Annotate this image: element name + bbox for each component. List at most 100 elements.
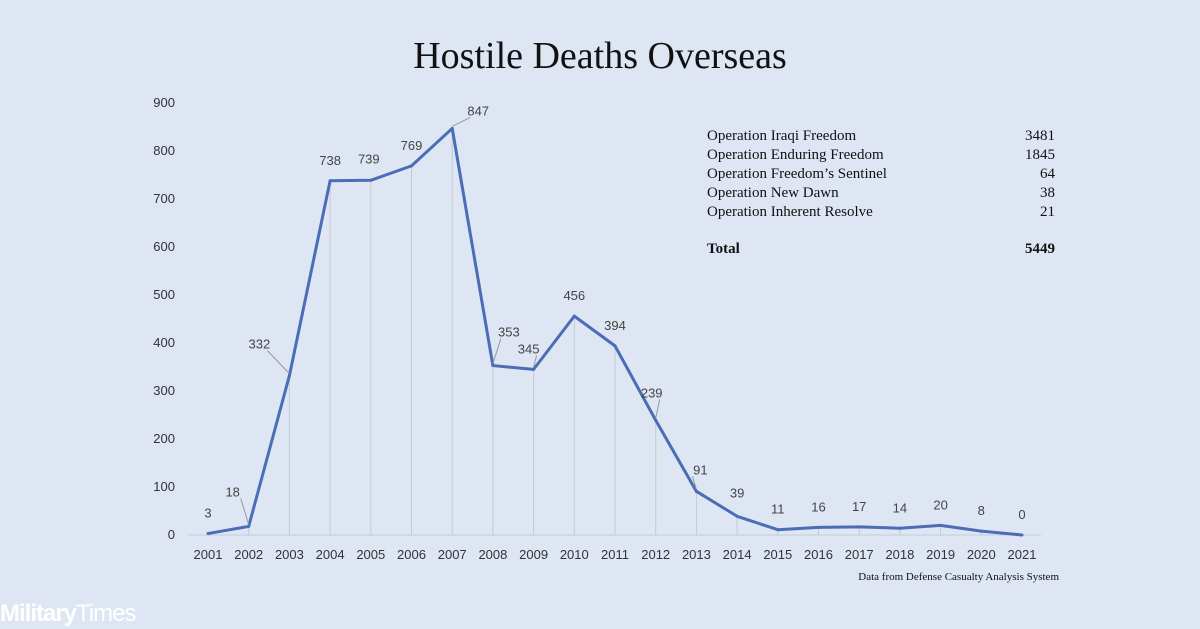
operation-value: 64 [1040, 166, 1055, 182]
data-point [776, 528, 780, 532]
data-label: 456 [563, 288, 585, 303]
y-tick-label: 300 [153, 383, 175, 398]
data-point [532, 367, 536, 371]
data-point [572, 314, 576, 318]
x-tick-label: 2017 [845, 547, 874, 562]
y-tick-label: 900 [153, 95, 175, 110]
data-label: 17 [852, 499, 866, 514]
data-label: 738 [319, 153, 341, 168]
x-tick-label: 2019 [926, 547, 955, 562]
label-leader-line [240, 498, 250, 525]
y-tick-label: 100 [153, 479, 175, 494]
data-point [247, 524, 251, 528]
x-tick-label: 2004 [316, 547, 345, 562]
label-leader-line [691, 476, 697, 490]
data-point [694, 489, 698, 493]
label-leader-line [492, 338, 502, 364]
data-label: 18 [225, 484, 239, 499]
chart-title: Hostile Deaths Overseas [413, 35, 787, 77]
data-point [1020, 533, 1024, 537]
y-tick-label: 500 [153, 287, 175, 302]
data-point [613, 344, 617, 348]
operation-name: Operation Freedom’s Sentinel [707, 166, 887, 182]
operation-value: 38 [1040, 185, 1055, 201]
operation-value: 3481 [1025, 128, 1055, 144]
y-tick-label: 600 [153, 239, 175, 254]
label-leader-line [533, 355, 538, 368]
y-tick-label: 200 [153, 431, 175, 446]
data-label: 739 [358, 151, 380, 166]
x-tick-label: 2011 [601, 547, 629, 562]
x-tick-label: 2009 [519, 547, 548, 562]
label-leader-line [267, 350, 290, 374]
operation-row: Operation Iraqi Freedom 3481 [707, 127, 1055, 146]
operation-name: Operation Iraqi Freedom [707, 128, 857, 144]
data-label: 11 [771, 502, 785, 517]
x-tick-label: 2021 [1008, 547, 1037, 562]
military-times-logo: MilitaryTimes [0, 600, 136, 628]
source-note: Data from Defense Casualty Analysis Syst… [858, 571, 1059, 583]
operation-name: Operation Enduring Freedom [707, 147, 884, 163]
data-label: 14 [893, 500, 907, 515]
operation-row: Operation New Dawn 38 [707, 184, 1055, 203]
data-label: 353 [498, 325, 520, 340]
x-tick-label: 2001 [194, 547, 223, 562]
data-label: 91 [693, 462, 707, 477]
data-label: 769 [401, 138, 423, 153]
x-tick-label: 2020 [967, 547, 996, 562]
data-label: 3 [204, 506, 211, 521]
data-label: 239 [641, 385, 663, 400]
operation-name: Operation New Dawn [707, 185, 839, 201]
x-tick-label: 2008 [478, 547, 507, 562]
label-leader-line [655, 399, 661, 419]
x-tick-label: 2007 [438, 547, 467, 562]
operation-value: 1845 [1025, 147, 1055, 163]
x-tick-label: 2018 [885, 547, 914, 562]
data-point [654, 418, 658, 422]
total-row: Total 5449 [707, 241, 1055, 258]
data-point [410, 164, 413, 168]
data-label: 332 [249, 337, 271, 352]
y-tick-label: 400 [153, 335, 175, 350]
data-point [369, 178, 373, 182]
data-point [450, 126, 454, 130]
x-tick-label: 2012 [641, 547, 670, 562]
data-label: 20 [933, 497, 947, 512]
y-tick-label: 800 [153, 143, 175, 158]
data-point [939, 523, 943, 527]
data-point [491, 364, 495, 368]
total-value: 5449 [1025, 241, 1055, 257]
data-label: 394 [604, 318, 626, 333]
data-point [979, 529, 983, 533]
data-point [817, 525, 820, 529]
x-tick-label: 2014 [723, 547, 752, 562]
data-label: 345 [518, 341, 540, 356]
y-tick-label: 0 [168, 527, 175, 542]
x-tick-label: 2005 [356, 547, 385, 562]
data-label: 0 [1018, 507, 1025, 522]
operation-value: 21 [1040, 204, 1055, 220]
data-label: 847 [467, 103, 489, 118]
x-tick-label: 2015 [763, 547, 792, 562]
x-tick-label: 2010 [560, 547, 589, 562]
data-label: 16 [811, 499, 825, 514]
data-label: 39 [730, 485, 744, 500]
operation-row: Operation Inherent Resolve 21 [707, 203, 1055, 222]
data-point [206, 532, 210, 536]
logo-part-military: Military [0, 600, 77, 627]
operation-row: Operation Enduring Freedom 1845 [707, 146, 1055, 165]
y-tick-label: 700 [153, 191, 175, 206]
x-tick-label: 2013 [682, 547, 711, 562]
logo-part-times: Times [76, 600, 136, 627]
data-point [328, 179, 332, 183]
x-tick-label: 2002 [234, 547, 263, 562]
label-leader-line [451, 116, 471, 127]
x-tick-label: 2016 [804, 547, 833, 562]
data-point [287, 374, 291, 378]
data-point [898, 526, 902, 530]
data-point [857, 525, 861, 529]
data-point [735, 514, 739, 518]
total-label: Total [707, 241, 740, 257]
operations-table: Operation Iraqi Freedom 3481 Operation E… [707, 127, 1055, 258]
